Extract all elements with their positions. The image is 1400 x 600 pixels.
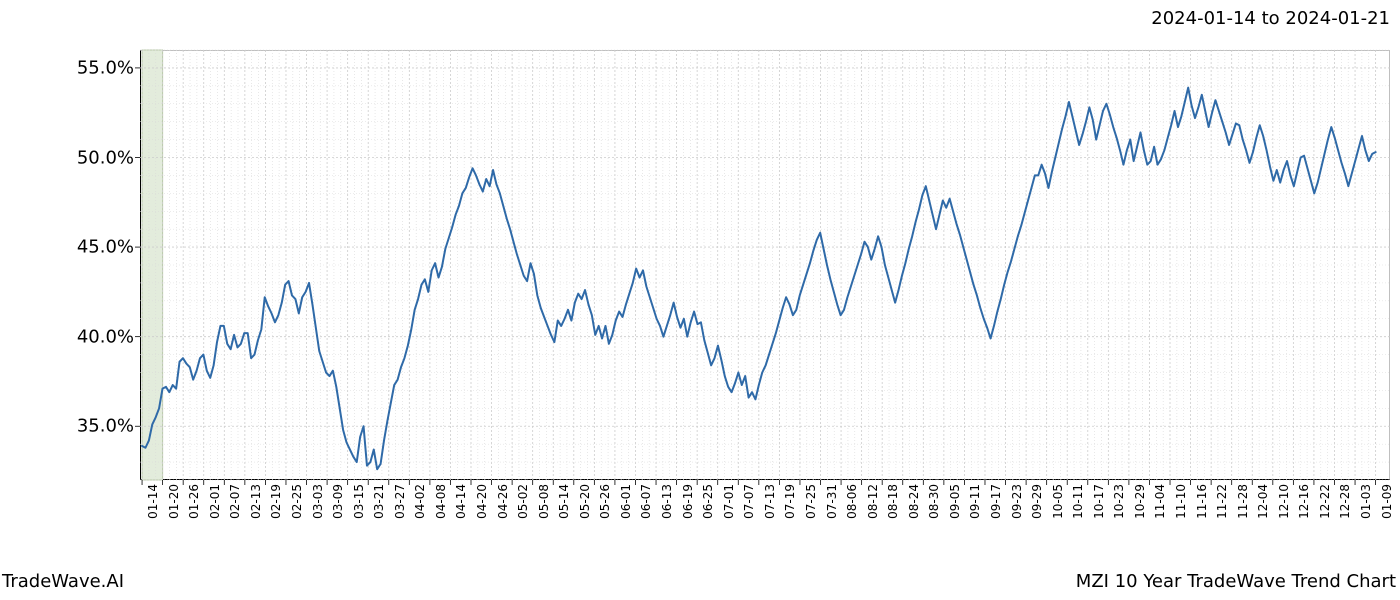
y-tick-label: 55.0% [77, 57, 134, 78]
x-tick-label: 03-21 [372, 484, 386, 519]
x-tick-label: 07-01 [722, 484, 736, 519]
x-tick-label: 12-22 [1318, 484, 1332, 519]
x-tick-label: 04-14 [454, 484, 468, 519]
x-tick-label: 03-09 [331, 484, 345, 519]
x-tick-label: 05-20 [578, 484, 592, 519]
x-tick-label: 08-30 [927, 484, 941, 519]
y-tick-label: 35.0% [77, 416, 134, 437]
x-tick-label: 09-29 [1030, 484, 1044, 519]
x-tick-label: 03-27 [393, 484, 407, 519]
x-tick-label: 08-24 [907, 484, 921, 519]
x-tick-label: 03-03 [311, 484, 325, 519]
x-tick-label: 12-28 [1338, 484, 1352, 519]
x-tick-label: 12-16 [1297, 484, 1311, 519]
caption-label: MZI 10 Year TradeWave Trend Chart [1076, 571, 1396, 592]
x-tick-label: 02-07 [228, 484, 242, 519]
x-tick-label: 08-12 [866, 484, 880, 519]
x-tick-label: 05-08 [537, 484, 551, 519]
chart-svg [140, 50, 1390, 480]
x-tick-label: 10-11 [1071, 484, 1085, 519]
x-tick-label: 07-19 [783, 484, 797, 519]
x-tick-label: 07-07 [742, 484, 756, 519]
x-tick-label: 07-25 [804, 484, 818, 519]
x-tick-label: 12-10 [1277, 484, 1291, 519]
x-tick-label: 01-03 [1359, 484, 1373, 519]
x-tick-label: 10-29 [1133, 484, 1147, 519]
x-tick-label: 11-28 [1236, 484, 1250, 519]
x-tick-label: 07-31 [825, 484, 839, 519]
x-tick-label: 06-07 [639, 484, 653, 519]
x-tick-label: 10-23 [1112, 484, 1126, 519]
x-tick-label: 11-16 [1195, 484, 1209, 519]
x-tick-label: 08-18 [886, 484, 900, 519]
x-tick-label: 12-04 [1256, 484, 1270, 519]
x-tick-label: 05-14 [557, 484, 571, 519]
x-tick-label: 01-26 [187, 484, 201, 519]
x-tick-label: 06-25 [701, 484, 715, 519]
x-tick-label: 01-20 [167, 484, 181, 519]
x-tick-label: 08-06 [845, 484, 859, 519]
x-tick-label: 10-17 [1092, 484, 1106, 519]
y-tick-label: 40.0% [77, 326, 134, 347]
date-range-label: 2024-01-14 to 2024-01-21 [1151, 8, 1390, 29]
x-tick-label: 01-14 [146, 484, 160, 519]
x-tick-label: 04-08 [434, 484, 448, 519]
x-tick-label: 02-19 [269, 484, 283, 519]
x-tick-label: 07-13 [763, 484, 777, 519]
x-tick-label: 06-19 [681, 484, 695, 519]
x-tick-label: 09-17 [989, 484, 1003, 519]
x-tick-label: 04-02 [413, 484, 427, 519]
y-tick-label: 50.0% [77, 147, 134, 168]
brand-label: TradeWave.AI [2, 571, 124, 592]
x-tick-label: 04-20 [475, 484, 489, 519]
x-tick-label: 10-05 [1051, 484, 1065, 519]
x-tick-label: 02-25 [290, 484, 304, 519]
x-tick-label: 09-11 [968, 484, 982, 519]
x-tick-label: 09-05 [948, 484, 962, 519]
x-tick-label: 06-13 [660, 484, 674, 519]
x-tick-label: 06-01 [619, 484, 633, 519]
x-tick-label: 11-10 [1174, 484, 1188, 519]
x-tick-label: 05-26 [598, 484, 612, 519]
x-tick-label: 01-09 [1380, 484, 1394, 519]
chart-container: 2024-01-14 to 2024-01-21 35.0% 40.0% 45.0%… [0, 0, 1400, 600]
x-tick-label: 02-13 [249, 484, 263, 519]
x-tick-label: 11-04 [1153, 484, 1167, 519]
y-tick-label: 45.0% [77, 237, 134, 258]
x-tick-label: 04-26 [496, 484, 510, 519]
x-tick-label: 11-22 [1215, 484, 1229, 519]
x-tick-label: 05-02 [516, 484, 530, 519]
x-tick-label: 02-01 [208, 484, 222, 519]
x-tick-label: 09-23 [1010, 484, 1024, 519]
x-tick-label: 03-15 [352, 484, 366, 519]
